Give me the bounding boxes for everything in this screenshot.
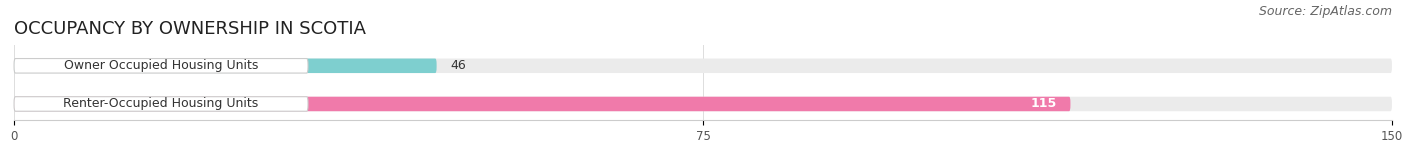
- Text: OCCUPANCY BY OWNERSHIP IN SCOTIA: OCCUPANCY BY OWNERSHIP IN SCOTIA: [14, 20, 366, 38]
- Text: Owner Occupied Housing Units: Owner Occupied Housing Units: [63, 59, 259, 72]
- FancyBboxPatch shape: [14, 97, 308, 111]
- Text: 115: 115: [1031, 97, 1057, 110]
- Text: 46: 46: [450, 59, 467, 72]
- FancyBboxPatch shape: [14, 59, 308, 73]
- Text: Source: ZipAtlas.com: Source: ZipAtlas.com: [1258, 5, 1392, 18]
- FancyBboxPatch shape: [14, 97, 1392, 111]
- FancyBboxPatch shape: [14, 59, 437, 73]
- FancyBboxPatch shape: [14, 59, 1392, 73]
- Text: Renter-Occupied Housing Units: Renter-Occupied Housing Units: [63, 97, 259, 110]
- FancyBboxPatch shape: [14, 97, 1070, 111]
